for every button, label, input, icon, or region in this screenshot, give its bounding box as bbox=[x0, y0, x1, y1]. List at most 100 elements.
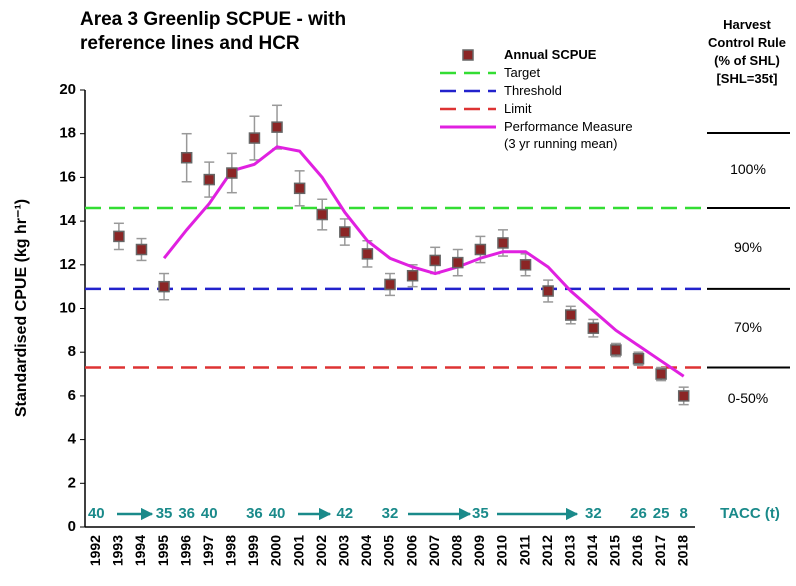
data-point bbox=[271, 121, 283, 133]
data-point bbox=[610, 344, 622, 356]
legend-entry: Performance Measure (3 yr running mean) bbox=[438, 118, 664, 151]
y-tick-label: 16 bbox=[59, 168, 76, 185]
legend-icon bbox=[462, 49, 474, 61]
x-tick-label: 2011 bbox=[516, 535, 532, 566]
tacc-value: 36 bbox=[246, 505, 263, 522]
x-tick-label: 1997 bbox=[200, 535, 216, 566]
y-tick-label: 8 bbox=[68, 343, 76, 360]
x-tick-label: 2008 bbox=[448, 535, 464, 566]
data-point bbox=[497, 237, 509, 249]
chart-title: Area 3 Greenlip SCPUE - with reference l… bbox=[80, 9, 347, 54]
x-tick-label: 2017 bbox=[652, 535, 668, 566]
data-point bbox=[339, 226, 351, 238]
legend-icon bbox=[440, 107, 496, 111]
data-point bbox=[361, 248, 374, 260]
hcr-rule: 0-50% bbox=[728, 390, 768, 406]
x-tick-label: 1995 bbox=[155, 535, 171, 566]
data-point bbox=[135, 243, 148, 256]
tacc-value: 40 bbox=[201, 505, 218, 522]
y-tick-label: 18 bbox=[59, 125, 76, 142]
data-point bbox=[226, 167, 238, 179]
data-point bbox=[564, 309, 577, 321]
tacc-value: 40 bbox=[88, 505, 105, 522]
data-point bbox=[113, 230, 125, 243]
tacc-value: 35 bbox=[472, 505, 489, 522]
tacc-value: 32 bbox=[585, 505, 602, 522]
data-point bbox=[519, 259, 532, 271]
tacc-value: 40 bbox=[269, 505, 286, 522]
x-tick-label: 2009 bbox=[471, 535, 487, 566]
data-point bbox=[158, 280, 170, 293]
x-tick-label: 1994 bbox=[132, 535, 148, 566]
tacc-value: 8 bbox=[680, 505, 688, 522]
data-point bbox=[316, 208, 328, 221]
y-tick-label: 10 bbox=[59, 299, 76, 316]
x-tick-label: 2012 bbox=[539, 535, 555, 566]
x-tick-label: 2018 bbox=[674, 535, 690, 566]
x-tick-label: 2006 bbox=[403, 535, 419, 566]
data-point bbox=[406, 269, 419, 282]
legend-label: Annual SCPUE bbox=[504, 47, 597, 62]
legend-icon bbox=[440, 89, 496, 93]
y-axis-title: Standardised CPUE (kg hr⁻¹) bbox=[13, 199, 30, 417]
x-tick-label: 2013 bbox=[561, 535, 577, 566]
x-tick-label: 1998 bbox=[223, 535, 239, 566]
hcr-title: Harvest Control Rule (% of SHL) [SHL=35t… bbox=[708, 17, 786, 86]
x-tick-label: 2004 bbox=[358, 535, 374, 566]
legend-icon bbox=[440, 71, 496, 75]
data-point bbox=[429, 254, 441, 267]
x-tick-label: 2016 bbox=[629, 535, 645, 566]
x-tick-label: 1993 bbox=[110, 535, 126, 566]
performance-line bbox=[162, 145, 685, 378]
tacc-value: 35 bbox=[156, 505, 173, 522]
hcr-rule: 90% bbox=[734, 239, 762, 255]
data-point bbox=[655, 368, 667, 380]
legend-entry: Annual SCPUE bbox=[438, 46, 664, 64]
data-point bbox=[474, 243, 487, 256]
data-point bbox=[677, 390, 690, 402]
x-tick-label: 2002 bbox=[313, 535, 329, 566]
x-tick-label: 1992 bbox=[87, 535, 103, 566]
legend-label: Performance Measure (3 yr running mean) bbox=[504, 119, 633, 151]
legend-marker bbox=[462, 49, 474, 61]
tacc-label: TACC (t) bbox=[720, 505, 780, 522]
tacc-value: 25 bbox=[653, 505, 670, 522]
y-tick-label: 14 bbox=[59, 212, 76, 229]
data-point bbox=[452, 256, 464, 269]
legend-entry: Target bbox=[438, 64, 664, 82]
x-tick-label: 2007 bbox=[426, 535, 442, 566]
tacc-value: 26 bbox=[630, 505, 647, 522]
x-tick-label: 2003 bbox=[336, 535, 352, 566]
legend-label: Threshold bbox=[504, 83, 562, 98]
x-tick-label: 1999 bbox=[245, 535, 261, 566]
data-point bbox=[542, 285, 554, 297]
data-point bbox=[248, 132, 261, 144]
legend-icon bbox=[440, 125, 496, 129]
legend-entry: Limit bbox=[438, 100, 664, 118]
x-tick-label: 2015 bbox=[607, 535, 623, 566]
data-point bbox=[293, 182, 306, 195]
y-tick-label: 6 bbox=[68, 387, 76, 404]
data-point bbox=[632, 353, 645, 365]
legend-label: Target bbox=[504, 65, 541, 80]
tacc-value: 32 bbox=[382, 505, 399, 522]
tacc-value: 42 bbox=[336, 505, 353, 522]
y-tick-label: 2 bbox=[68, 474, 76, 491]
x-tick-label: 1996 bbox=[177, 535, 193, 566]
y-tick-label: 4 bbox=[68, 431, 77, 448]
hcr-rule: 70% bbox=[734, 319, 762, 335]
x-tick-label: 2001 bbox=[290, 535, 306, 566]
tacc-value: 36 bbox=[178, 505, 195, 522]
data-point bbox=[203, 173, 216, 186]
data-point bbox=[587, 322, 600, 334]
legend-label: Limit bbox=[504, 101, 532, 116]
legend: Annual SCPUE Target Threshold Limit Performa… bbox=[438, 46, 664, 151]
legend-entry: Threshold bbox=[438, 82, 664, 100]
y-tick-label: 12 bbox=[59, 256, 76, 273]
y-tick-label: 0 bbox=[68, 518, 76, 535]
y-tick-label: 20 bbox=[59, 81, 76, 98]
hcr-rule: 100% bbox=[730, 161, 766, 177]
data-point bbox=[384, 278, 396, 291]
